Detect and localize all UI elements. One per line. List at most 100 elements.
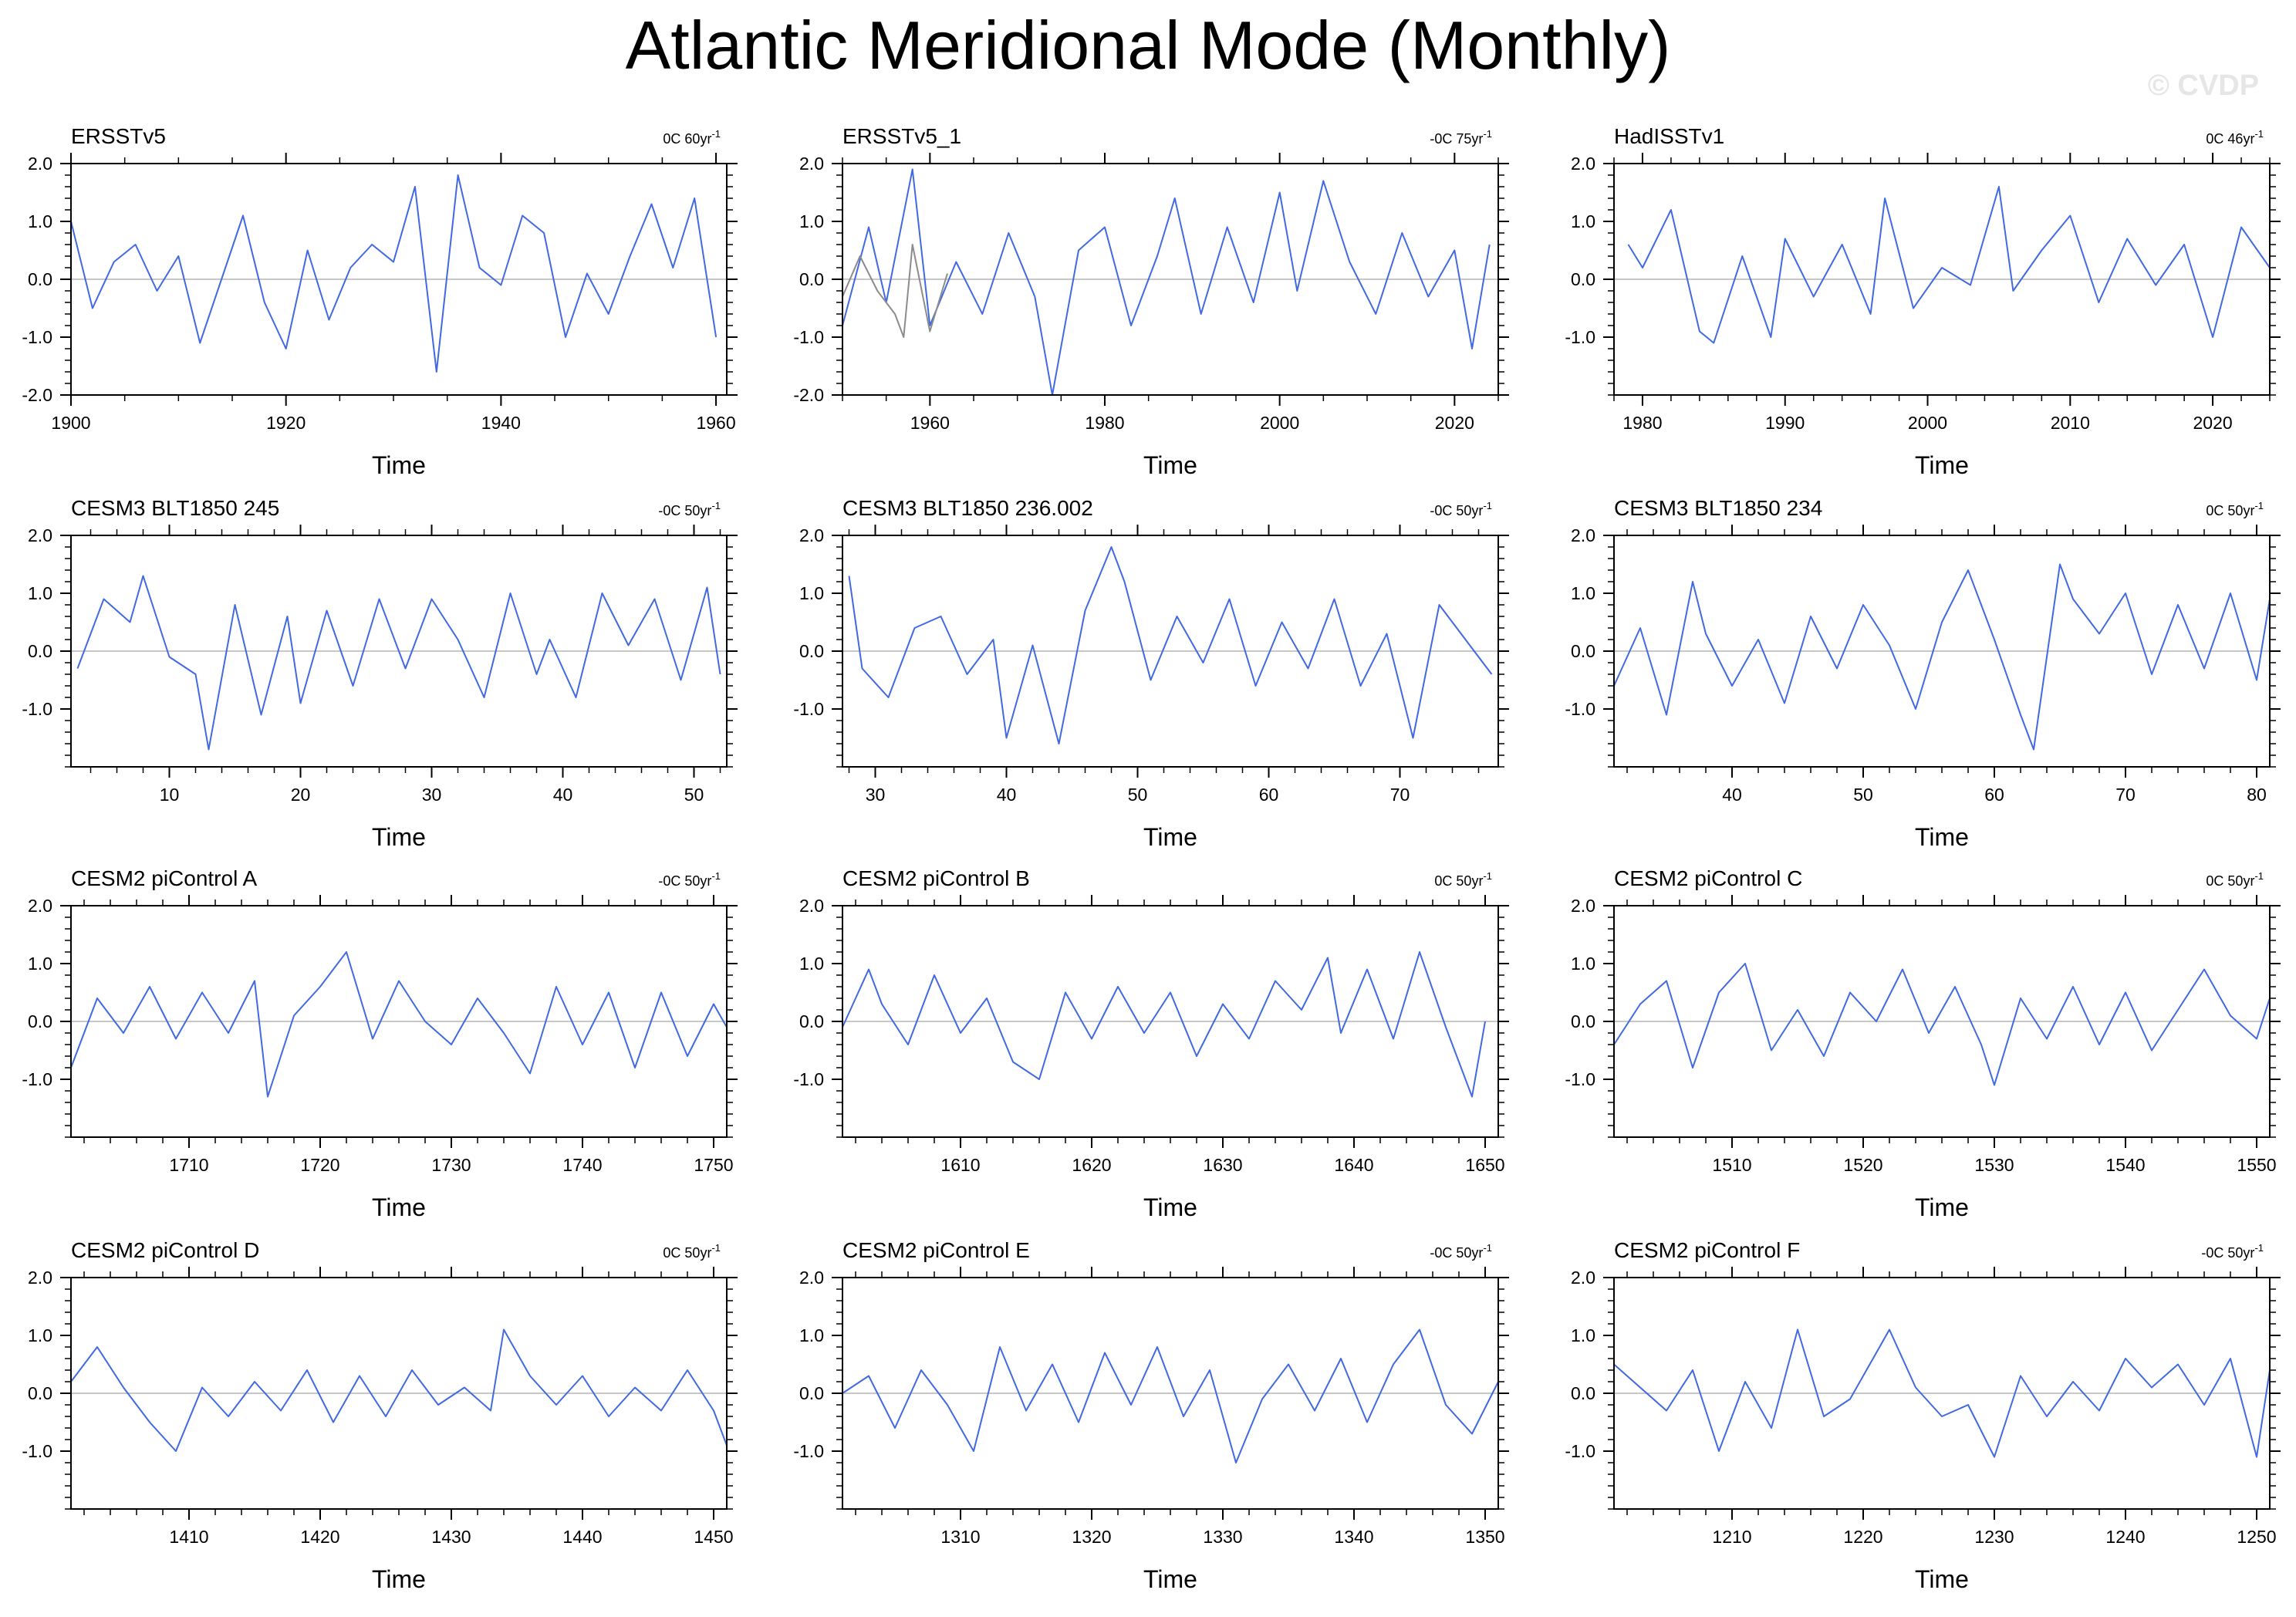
series-line	[842, 168, 1491, 396]
y-tick-label: 1.0	[1571, 583, 1595, 603]
x-tick-label: 1540	[2105, 1155, 2145, 1175]
y-tick-label: -2.0	[22, 385, 52, 405]
x-tick-label: 2010	[2051, 413, 2090, 433]
trend-label: 0C 50yr-1	[663, 1242, 721, 1261]
trend-label-exponent: -1	[711, 870, 721, 882]
watermark: © CVDP	[2147, 69, 2259, 102]
y-tick-label: 2.0	[799, 525, 824, 545]
y-tick-label: 1.0	[1571, 211, 1595, 231]
y-tick-label: 0.0	[799, 641, 824, 661]
x-tick-label: 2000	[1908, 413, 1947, 433]
y-tick-label: 2.0	[28, 1268, 52, 1288]
y-tick-label: 1.0	[1571, 1325, 1595, 1345]
trend-label-text: 0C 50yr	[2206, 503, 2254, 518]
panel-title: CESM3 BLT1850 236.002	[842, 496, 1093, 520]
x-tick-label: 1960	[696, 413, 735, 433]
y-tick-label: 0.0	[28, 1383, 52, 1403]
x-tick-label: 1550	[2237, 1155, 2276, 1175]
x-tick-label: 1740	[562, 1155, 602, 1175]
trend-label: -0C 50yr-1	[658, 500, 721, 518]
panel-title: CESM2 piControl E	[842, 1238, 1030, 1262]
series-line	[842, 951, 1486, 1098]
x-tick-label: 1420	[300, 1527, 339, 1547]
trend-label-exponent: -1	[711, 1242, 721, 1254]
trend-label-text: -0C 50yr	[658, 503, 711, 518]
plot-frame	[70, 163, 728, 396]
x-axis-label: Time	[372, 823, 426, 851]
y-tick-label: 0.0	[1571, 269, 1595, 289]
y-tick-label: -1.0	[1565, 1069, 1595, 1089]
x-tick-label: 1450	[694, 1527, 733, 1547]
x-axis-label: Time	[1915, 823, 1969, 851]
trend-label: -0C 50yr-1	[1430, 500, 1492, 518]
x-axis-label: Time	[1143, 1565, 1197, 1593]
x-tick-label: 80	[2247, 785, 2267, 805]
trend-label: 0C 50yr-1	[1434, 870, 1492, 889]
trend-label-text: -0C 50yr	[1430, 1245, 1483, 1261]
plot-frame	[842, 535, 1499, 768]
trend-label-text: -0C 50yr	[2201, 1245, 2254, 1261]
y-tick-label: 1.0	[799, 954, 824, 974]
x-axis-label: Time	[1143, 451, 1197, 479]
x-tick-label: 2000	[1260, 413, 1299, 433]
x-tick-label: 1210	[1712, 1527, 1751, 1547]
x-tick-label: 1220	[1843, 1527, 1882, 1547]
panel-7: CESM2 piControl A -0C 50yr-1 2.0 1.0 0.0 -1.0…	[22, 866, 738, 1221]
trend-label: 0C 60yr-1	[663, 128, 721, 147]
plot-frame	[1613, 535, 2271, 768]
trend-label-text: 0C 50yr	[663, 1245, 711, 1261]
x-tick-label: 40	[997, 785, 1017, 805]
x-tick-label: 1310	[940, 1527, 980, 1547]
x-tick-label: 40	[553, 785, 573, 805]
panel-title: ERSSTv5_1	[842, 124, 961, 148]
x-tick-label: 1320	[1072, 1527, 1111, 1547]
x-tick-label: 50	[684, 785, 704, 805]
x-tick-label: 1440	[562, 1527, 602, 1547]
series-line	[1613, 1328, 2271, 1458]
x-tick-label: 1720	[300, 1155, 339, 1175]
panel-8: CESM2 piControl B 0C 50yr-1 2.0 1.0 0.0 -1.0 1…	[793, 866, 1509, 1221]
y-tick-label: 1.0	[799, 583, 824, 603]
y-tick-label: 1.0	[28, 954, 52, 974]
plot-frame	[842, 163, 1499, 396]
y-tick-label: 2.0	[1571, 525, 1595, 545]
x-tick-label: 1510	[1712, 1155, 1751, 1175]
trend-label: 0C 50yr-1	[2206, 870, 2264, 889]
y-tick-label: 2.0	[1571, 896, 1595, 916]
plot-frame	[842, 905, 1499, 1138]
series-line	[1613, 563, 2271, 751]
y-tick-label: -2.0	[793, 385, 824, 405]
y-tick-label: -1.0	[793, 1441, 824, 1461]
x-tick-label: 2020	[1435, 413, 1474, 433]
panel-title: CESM2 piControl F	[1614, 1238, 1800, 1262]
x-tick-label: 30	[866, 785, 886, 805]
x-axis-label: Time	[1915, 451, 1969, 479]
panel-title: CESM3 BLT1850 234	[1614, 496, 1822, 520]
trend-label-exponent: -1	[2254, 128, 2264, 140]
x-axis-label: Time	[1143, 823, 1197, 851]
y-tick-label: -1.0	[1565, 699, 1595, 719]
x-tick-label: 1330	[1203, 1527, 1242, 1547]
x-tick-label: 1410	[169, 1527, 208, 1547]
x-tick-label: 1650	[1465, 1155, 1504, 1175]
y-tick-label: -1.0	[793, 699, 824, 719]
panel-12: CESM2 piControl F -0C 50yr-1 2.0 1.0 0.0 -1.0…	[1565, 1238, 2281, 1593]
trend-label-text: 0C 60yr	[663, 131, 711, 147]
trend-label-exponent: -1	[2254, 870, 2264, 882]
y-tick-label: -1.0	[793, 1069, 824, 1089]
trend-label-exponent: -1	[2254, 1242, 2264, 1254]
series-line	[76, 575, 721, 751]
x-tick-label: 1230	[1974, 1527, 2014, 1547]
panel-title: CESM2 piControl C	[1614, 866, 1802, 890]
y-tick-label: -1.0	[22, 327, 52, 347]
trend-label: 0C 50yr-1	[2206, 500, 2264, 518]
series-line	[70, 174, 718, 373]
y-tick-label: 0.0	[1571, 1383, 1595, 1403]
plot-frame	[842, 1277, 1499, 1510]
trend-label: -0C 50yr-1	[658, 870, 721, 889]
x-tick-label: 50	[1128, 785, 1148, 805]
y-tick-label: 1.0	[28, 211, 52, 231]
y-tick-label: -1.0	[22, 1441, 52, 1461]
y-tick-label: 2.0	[28, 154, 52, 174]
y-tick-label: 0.0	[28, 641, 52, 661]
